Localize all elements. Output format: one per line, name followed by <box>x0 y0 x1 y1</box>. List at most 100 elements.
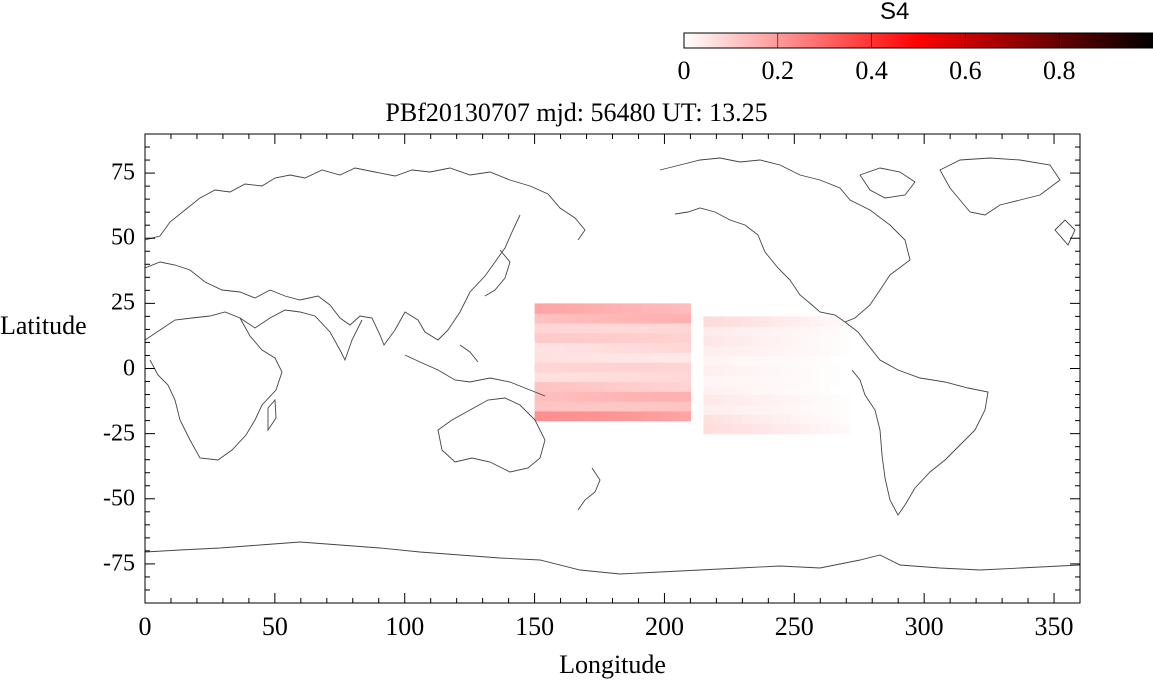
heatmap-cell <box>703 365 714 376</box>
heatmap-cell <box>593 342 604 353</box>
x-tick-label: 150 <box>515 612 555 641</box>
heatmap-cell <box>622 303 633 314</box>
heatmap-cell <box>742 345 753 357</box>
heatmap-cell <box>722 355 734 366</box>
heatmap-cell <box>830 394 841 405</box>
heatmap-cell <box>722 394 734 405</box>
heatmap-cell <box>761 326 773 337</box>
heatmap-cell <box>732 394 743 405</box>
x-tick-label: 50 <box>261 612 288 641</box>
heatmap-cell <box>554 410 565 422</box>
heatmap-cell <box>830 414 841 425</box>
heatmap-cell <box>583 313 594 324</box>
heatmap-cell <box>661 371 672 383</box>
heatmap-cell <box>781 355 792 366</box>
x-tick-label: 250 <box>774 612 814 641</box>
heatmap-cell <box>680 342 692 353</box>
heatmap-cell <box>680 381 692 392</box>
heatmap-cell <box>612 371 623 383</box>
heatmap-cell <box>670 352 682 363</box>
heatmap-cell <box>752 404 763 415</box>
heatmap-cell <box>670 342 682 353</box>
heatmap-cell <box>761 414 773 425</box>
heatmap-cell <box>593 401 604 412</box>
heatmap-cell <box>810 316 821 327</box>
heatmap-cell <box>820 335 831 347</box>
heatmap-cell <box>563 303 575 314</box>
heatmap-cell <box>631 391 643 402</box>
heatmap-cell <box>703 423 714 435</box>
heatmap-cell <box>800 414 812 425</box>
heatmap-cell <box>670 303 682 314</box>
heatmap-cell <box>583 410 594 422</box>
heatmap-cell <box>800 316 812 327</box>
heatmap-cell <box>631 371 643 383</box>
heatmap-cell <box>631 401 643 412</box>
heatmap-cell <box>703 316 714 327</box>
heatmap-cell <box>791 423 802 435</box>
heatmap-cell <box>612 332 623 344</box>
heatmap-cell <box>622 391 633 402</box>
heatmap-cell <box>670 381 682 392</box>
heatmap-cell <box>573 313 584 324</box>
heatmap-cell <box>554 332 565 344</box>
heatmap-cell <box>810 384 821 396</box>
heatmap-cell <box>820 365 831 376</box>
heatmap-cell <box>534 332 545 344</box>
colorbar-tick-label: 0 <box>677 56 691 85</box>
heatmap-cell <box>622 332 633 344</box>
heatmap-cell <box>602 391 614 402</box>
heatmap-cell <box>602 342 614 353</box>
heatmap-cell <box>661 322 672 334</box>
heatmap-cell <box>781 394 792 405</box>
heatmap-cell <box>820 316 831 327</box>
heatmap-cell <box>771 355 782 366</box>
heatmap-cell <box>680 303 692 314</box>
x-tick-label: 0 <box>138 612 152 641</box>
heatmap-cell <box>722 384 734 396</box>
heatmap-cell <box>810 355 821 366</box>
colorbar-title: S4 <box>880 0 910 25</box>
heatmap-cell <box>830 326 841 337</box>
heatmap-cell <box>752 423 763 435</box>
heatmap-cell <box>742 375 753 386</box>
heatmap-cell <box>820 326 831 337</box>
heatmap-cell <box>612 342 623 353</box>
heatmap-cell <box>563 391 575 402</box>
heatmap-cell <box>593 381 604 392</box>
heatmap-cell <box>839 414 851 425</box>
heatmap-cell <box>791 326 802 337</box>
heatmap-cell <box>810 335 821 347</box>
heatmap-cell <box>732 345 743 357</box>
heatmap-cell <box>791 335 802 347</box>
heatmap-cell <box>771 326 782 337</box>
heatmap-cell <box>830 335 841 347</box>
heatmap-cell <box>573 410 584 422</box>
y-tick-label: -75 <box>103 550 135 577</box>
heatmap-cell <box>670 361 682 373</box>
heatmap-cell <box>820 345 831 357</box>
heatmap-cell <box>791 404 802 415</box>
heatmap-cell <box>752 326 763 337</box>
heatmap-cell <box>622 352 633 363</box>
heatmap-cell <box>544 371 555 383</box>
heatmap-cell <box>742 423 753 435</box>
heatmap-cell <box>554 401 565 412</box>
heatmap-cell <box>680 401 692 412</box>
heatmap-cell <box>651 332 662 344</box>
heatmap-cell <box>713 394 724 405</box>
heatmap-cell <box>602 361 614 373</box>
heatmap-cell <box>781 414 792 425</box>
heatmap-cell <box>722 316 734 327</box>
heatmap-cell <box>631 303 643 314</box>
heatmap-cell <box>781 404 792 415</box>
heatmap-cell <box>761 345 773 357</box>
heatmap-cell <box>661 410 672 422</box>
heatmap-cell <box>661 342 672 353</box>
heatmap-cell <box>732 355 743 366</box>
heatmap-cell <box>602 303 614 314</box>
heatmap-cell <box>761 335 773 347</box>
heatmap-cell <box>651 361 662 373</box>
heatmap-cell <box>534 313 545 324</box>
heatmap-cell <box>713 355 724 366</box>
